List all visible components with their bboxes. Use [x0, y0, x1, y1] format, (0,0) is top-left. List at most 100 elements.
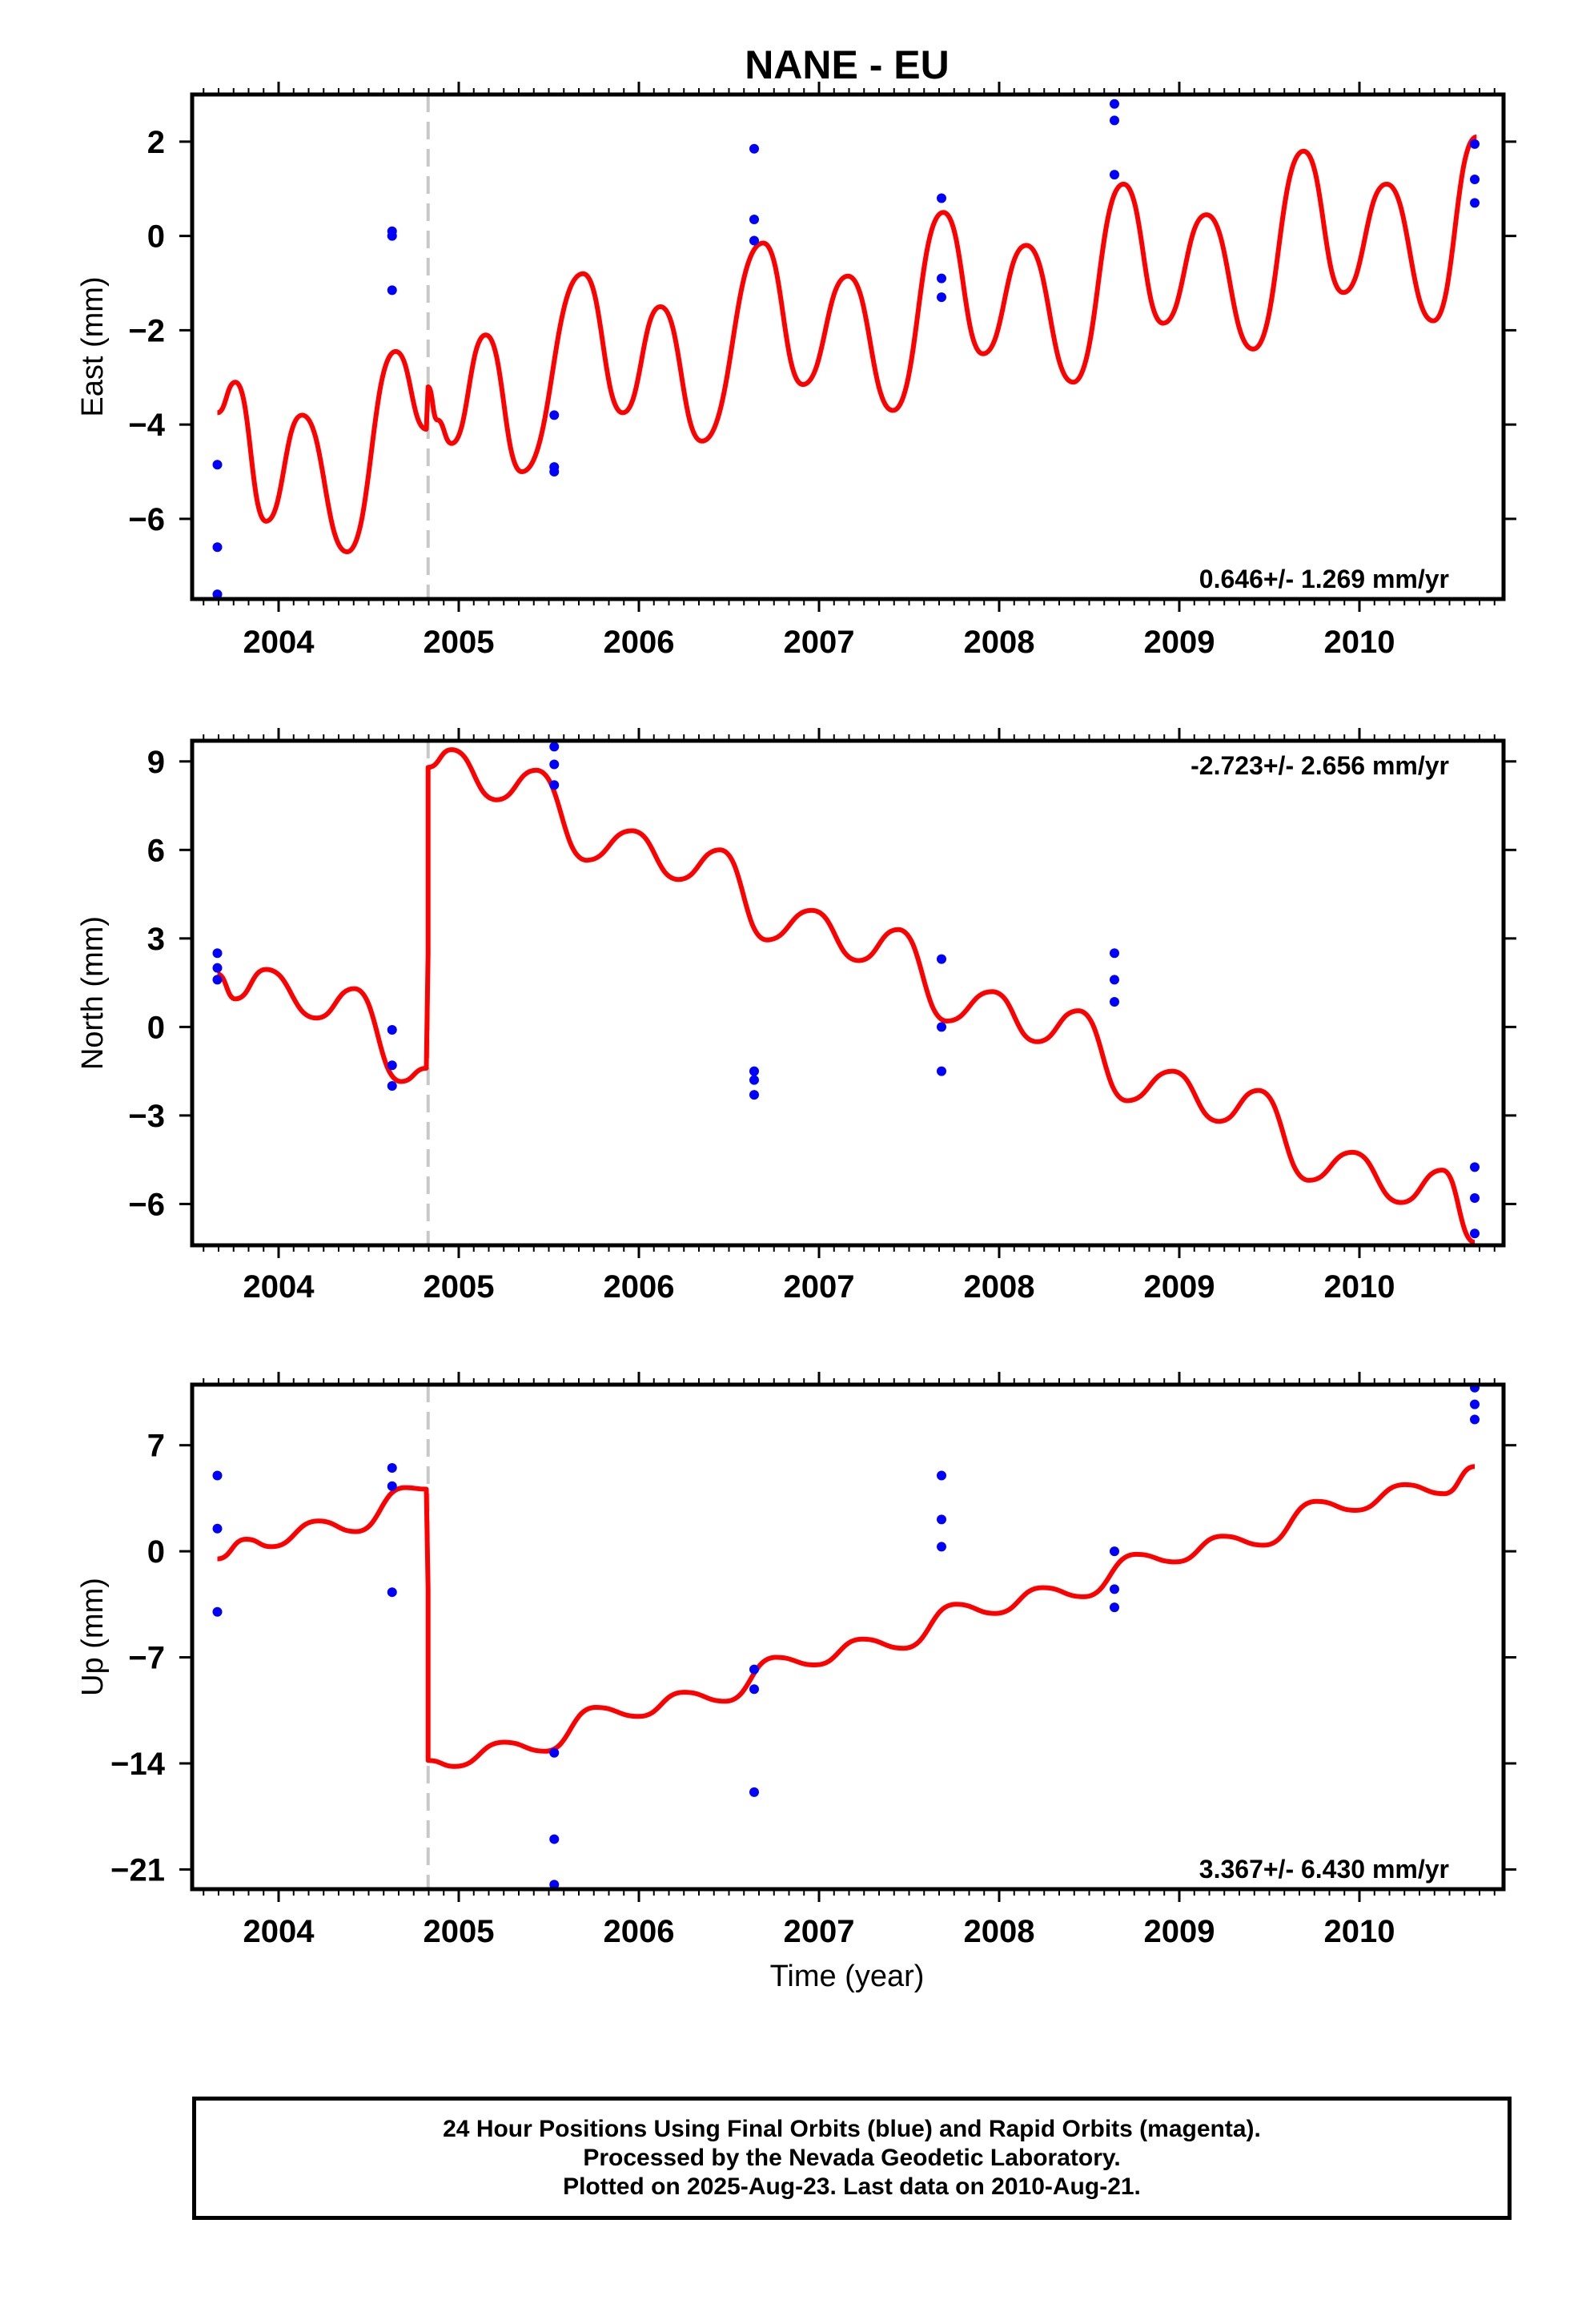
data-point: [937, 954, 946, 964]
data-point: [549, 742, 560, 752]
data-point: [212, 542, 223, 553]
model-fit-line: [216, 135, 1478, 555]
data-point: [212, 1523, 223, 1534]
x-tick-label: 2010: [1324, 1269, 1395, 1305]
data-point: [212, 948, 223, 959]
x-tick-label: 2004: [243, 1914, 315, 1949]
panel-2: 2004 2005 2006 2007 2008 2009 2010 9 6 3 0 −3 −6 Nort…: [76, 728, 1516, 1305]
x-tick-label: 2007: [784, 625, 855, 660]
data-point: [937, 1542, 946, 1552]
x-tick-label: 2010: [1324, 625, 1395, 660]
data-point: [549, 759, 560, 770]
panel-3: 2004 2005 2006 2007 2008 2009 2010 7 0 −7 −14 −21 Up…: [76, 1372, 1516, 1949]
x-tick-label: 2005: [424, 1269, 495, 1305]
plot-area: [212, 1385, 1480, 1889]
data-point: [1470, 174, 1480, 184]
plot-frame: [190, 92, 1506, 601]
data-point: [387, 1025, 397, 1035]
data-point: [1110, 115, 1119, 126]
data-point: [549, 1880, 560, 1889]
data-point: [212, 460, 223, 470]
data-point: [549, 467, 560, 477]
y-tick-label: −21: [110, 1852, 165, 1888]
data-point: [749, 1664, 759, 1675]
x-tick-label: 2005: [424, 1914, 495, 1949]
data-point: [1470, 1193, 1480, 1204]
chart-canvas: NANE - EU 2004 2005 2006 2007 2008 2009 201020…: [76, 42, 1516, 1993]
data-point: [749, 1066, 759, 1076]
x-tick-label: 2009: [1144, 625, 1215, 660]
caption-box: 24 Hour Positions Using Final Orbits (bl…: [192, 2097, 1512, 2220]
data-point: [549, 410, 560, 420]
data-point: [749, 235, 759, 246]
x-tick-label: 2008: [964, 1269, 1035, 1305]
data-point: [1470, 1228, 1480, 1239]
plot-frame: [190, 738, 1506, 1248]
x-tick-label: 2008: [964, 1914, 1035, 1949]
data-point: [1110, 948, 1119, 959]
x-tick-label: 2006: [604, 1914, 675, 1949]
x-tick-label: 2006: [604, 1269, 675, 1305]
x-tick-label: 2010: [1324, 1914, 1395, 1949]
data-point: [1470, 1162, 1480, 1172]
data-point: [549, 780, 560, 790]
data-point: [387, 231, 397, 241]
data-point: [937, 292, 946, 303]
data-point: [937, 1066, 946, 1076]
chart-title: NANE - EU: [745, 42, 950, 87]
data-point: [212, 975, 223, 985]
data-point: [937, 1022, 946, 1032]
y-tick-label: −7: [128, 1641, 165, 1676]
data-point: [387, 1081, 397, 1092]
y-tick-label: −6: [128, 1187, 165, 1222]
data-point: [212, 963, 223, 973]
rate-label: -2.723+/- 2.656 mm/yr: [1191, 751, 1449, 780]
x-tick-label: 2005: [424, 625, 495, 660]
y-tick-label: 0: [147, 219, 165, 255]
data-point: [749, 1684, 759, 1695]
data-point: [749, 1787, 759, 1797]
data-point: [1470, 139, 1480, 149]
y-tick-label: −4: [128, 408, 165, 443]
data-point: [1110, 1584, 1119, 1594]
data-point: [1110, 1602, 1119, 1613]
data-point: [387, 1587, 397, 1598]
x-tick-label: 2007: [784, 1914, 855, 1949]
panel-1: 2004 2005 2006 2007 2008 2009 2010 2 0 −2 −4 −6 East…: [76, 82, 1516, 660]
y-tick-label: −14: [110, 1747, 166, 1782]
data-point: [937, 1514, 946, 1525]
data-point: [387, 1463, 397, 1474]
y-tick-label: 6: [147, 833, 165, 868]
data-point: [937, 1470, 946, 1481]
data-point: [1470, 198, 1480, 208]
panels: 2004 2005 2006 2007 2008 2009 2010 2 0 −2 −4 −6 East…: [76, 82, 1516, 1949]
plot-frame: [190, 1382, 1506, 1892]
data-point: [749, 215, 759, 225]
data-point: [1470, 1399, 1480, 1409]
x-tick-label: 2004: [243, 1269, 315, 1305]
data-point: [549, 1834, 560, 1844]
x-tick-label: 2006: [604, 625, 675, 660]
y-axis-label: Up (mm): [76, 1578, 110, 1696]
y-axis-label: North (mm): [76, 916, 110, 1070]
data-point: [1470, 1414, 1480, 1425]
data-point: [1110, 170, 1119, 180]
y-tick-label: −6: [128, 502, 165, 537]
plot-area: [212, 741, 1480, 1245]
y-tick-label: 9: [147, 745, 165, 780]
data-point: [749, 1075, 759, 1085]
x-tick-label: 2008: [964, 625, 1035, 660]
data-point: [212, 589, 223, 599]
x-tick-label: 2007: [784, 1269, 855, 1305]
data-point: [549, 1747, 560, 1758]
y-tick-label: 0: [147, 1534, 165, 1570]
x-tick-label: 2009: [1144, 1914, 1215, 1949]
y-tick-label: 7: [147, 1429, 165, 1464]
data-point: [212, 1606, 223, 1617]
caption-line-1: 24 Hour Positions Using Final Orbits (bl…: [443, 2116, 1261, 2142]
data-point: [387, 1481, 397, 1491]
data-point: [1110, 975, 1119, 985]
data-point: [212, 1470, 223, 1481]
y-tick-label: 0: [147, 1010, 165, 1045]
model-fit-line: [216, 747, 1476, 1245]
